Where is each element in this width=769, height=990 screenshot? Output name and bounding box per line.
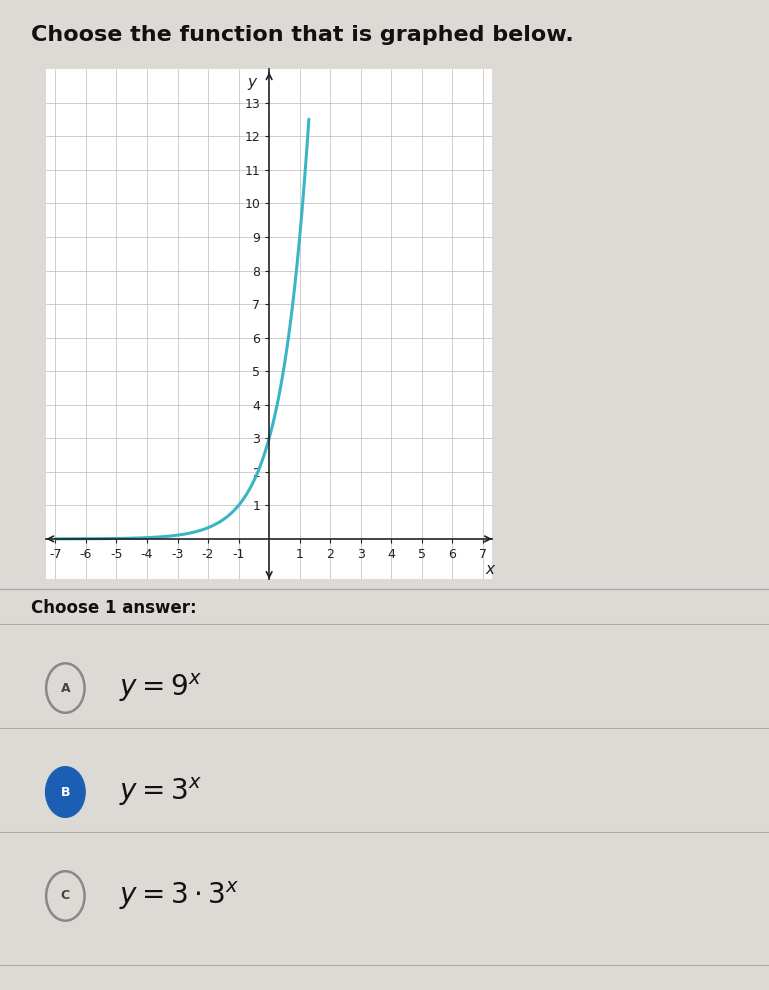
Text: Choose 1 answer:: Choose 1 answer: [31,599,196,617]
Text: B: B [61,785,70,799]
Text: A: A [61,681,70,695]
Text: $y = 9^{x}$: $y = 9^{x}$ [119,672,202,704]
Text: $y = 3 \cdot 3^{x}$: $y = 3 \cdot 3^{x}$ [119,880,239,912]
Text: Choose the function that is graphed below.: Choose the function that is graphed belo… [31,25,574,45]
Text: $y$: $y$ [247,76,258,92]
Text: $x$: $x$ [485,562,497,577]
Text: $y = 3^{x}$: $y = 3^{x}$ [119,776,202,808]
Text: C: C [61,889,70,903]
